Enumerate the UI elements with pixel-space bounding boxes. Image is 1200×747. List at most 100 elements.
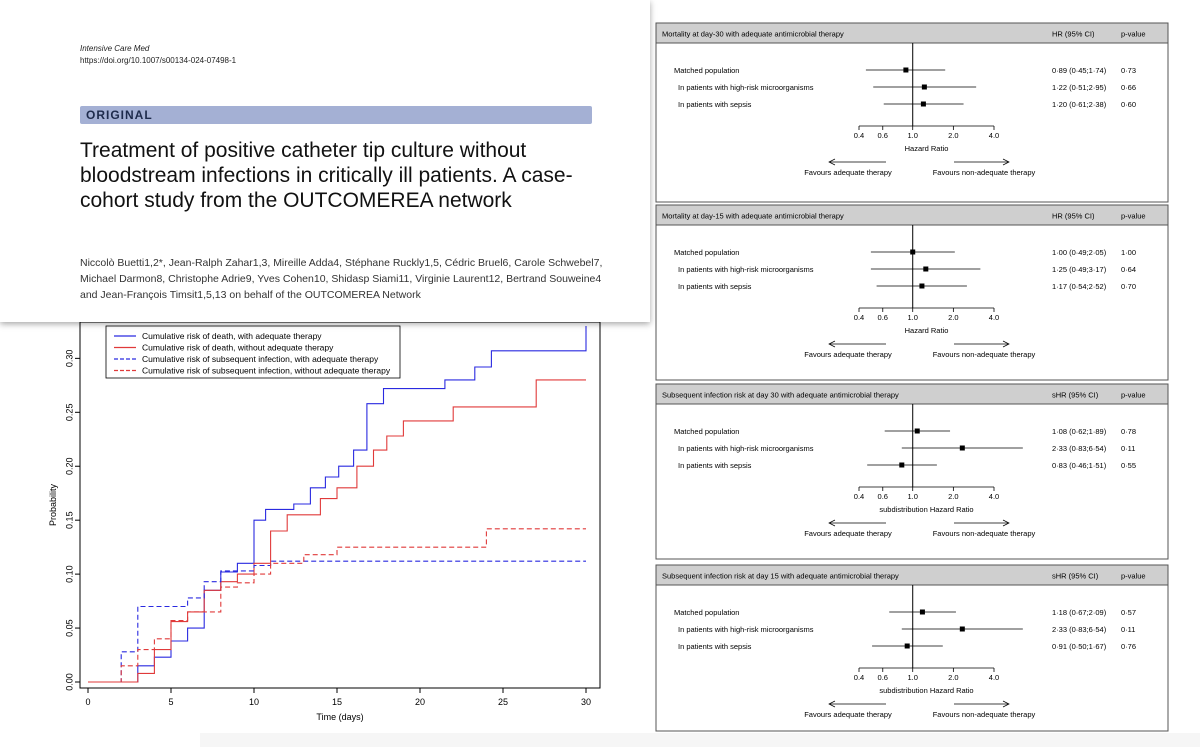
x-tick-label: 1.0 <box>908 492 918 501</box>
point-estimate <box>903 67 909 73</box>
forest-plot-infection-day30: Subsequent infection risk at day 30 with… <box>654 383 1200 561</box>
x-tick-label: 0.6 <box>878 673 888 682</box>
x-axis-label: Time (days) <box>316 712 363 722</box>
legend-box <box>105 325 401 379</box>
row-label: In patients with high-risk microorganism… <box>678 265 814 274</box>
panel-title: Mortality at day-30 with adequate antimi… <box>662 30 844 39</box>
y-tick-label: 0.30 <box>64 350 74 368</box>
right-arrow-label: Favours non-adequate therapy <box>933 529 1036 538</box>
x-tick-label: 20 <box>415 697 425 707</box>
y-tick-label: 0.25 <box>64 404 74 422</box>
series-line-4 <box>88 528 586 683</box>
p-value: 0·76 <box>1121 642 1136 651</box>
forest-plot-mortality-day15: Mortality at day-15 with adequate antimi… <box>654 204 1200 382</box>
panel-header-bar <box>655 204 1169 226</box>
ci-value: 0·91 (0·50;1·67) <box>1052 642 1107 651</box>
point-estimate <box>904 643 910 649</box>
panel-frame <box>655 564 1169 732</box>
y-tick-label: 0.05 <box>64 619 74 637</box>
journal-name: Intensive Care Med <box>80 44 150 53</box>
forest-plot-svg: Mortality at day-15 with adequate antimi… <box>655 204 1169 381</box>
x-tick-label: 1.0 <box>908 313 918 322</box>
author-line-1: Niccolò Buetti1,2*, Jean-Ralph Zahar1,3,… <box>80 257 603 269</box>
y-tick-label: 0.20 <box>64 457 74 475</box>
ci-value: 1·22 (0·51;2·95) <box>1052 83 1107 92</box>
page-bottom-band <box>200 733 1200 747</box>
x-tick-label: 0.6 <box>878 131 888 140</box>
ci-value: 1·25 (0·49;3·17) <box>1052 265 1107 274</box>
forest-plot-svg: Subsequent infection risk at day 30 with… <box>655 383 1169 560</box>
point-estimate <box>919 609 925 615</box>
point-estimate <box>921 84 927 90</box>
x-tick-label: 15 <box>332 697 342 707</box>
ci-value: 2·33 (0·83;6·54) <box>1052 444 1107 453</box>
row-label: In patients with sepsis <box>678 642 752 651</box>
p-value: 0·57 <box>1121 608 1136 617</box>
p-value: 0·66 <box>1121 83 1136 92</box>
x-tick-label: 0.4 <box>854 313 864 322</box>
panel-title: Subsequent infection risk at day 30 with… <box>662 391 899 400</box>
point-estimate <box>959 626 965 632</box>
point-estimate <box>910 249 916 255</box>
x-tick-label: 30 <box>581 697 591 707</box>
left-arrow-head <box>828 340 836 348</box>
x-tick-label: 0.4 <box>854 673 864 682</box>
row-label: In patients with sepsis <box>678 100 752 109</box>
ci-value: 1·00 (0·49;2·05) <box>1052 248 1107 257</box>
left-arrow-head <box>828 158 836 166</box>
panel-title: Mortality at day-15 with adequate antimi… <box>662 212 844 221</box>
point-estimate <box>920 101 926 107</box>
p-value-column-header: p-value <box>1121 30 1146 39</box>
x-tick-label: 0.4 <box>854 492 864 501</box>
row-label: In patients with high-risk microorganism… <box>678 444 814 453</box>
x-tick-label: 5 <box>168 697 173 707</box>
x-tick-label: 4.0 <box>989 131 999 140</box>
x-tick-label: 1.0 <box>908 673 918 682</box>
x-tick-label: 4.0 <box>989 673 999 682</box>
author-line-3: and Jean-François Timsit1,5,13 on behalf… <box>80 289 421 301</box>
panel-frame <box>655 383 1169 560</box>
x-tick-label: 4.0 <box>989 313 999 322</box>
panel-frame <box>655 204 1169 381</box>
forest-plot-infection-day15: Subsequent infection risk at day 15 with… <box>654 564 1200 733</box>
stat-column-header: sHR (95% CI) <box>1052 572 1099 581</box>
ci-value: 1·08 (0·62;1·89) <box>1052 427 1107 436</box>
point-estimate <box>919 283 925 289</box>
row-label: In patients with sepsis <box>678 282 752 291</box>
point-estimate <box>914 428 920 434</box>
left-arrow-head <box>828 700 836 708</box>
x-axis-label: subdistribution Hazard Ratio <box>879 686 973 695</box>
x-tick-label: 0.6 <box>878 492 888 501</box>
p-value-column-header: p-value <box>1121 212 1146 221</box>
p-value: 0·60 <box>1121 100 1136 109</box>
x-axis-label: Hazard Ratio <box>905 144 949 153</box>
left-arrow-label: Favours adequate therapy <box>804 529 892 538</box>
right-arrow-head <box>1002 700 1010 708</box>
row-label: Matched population <box>674 608 739 617</box>
y-tick-label: 0.00 <box>64 673 74 691</box>
series-line-3 <box>88 560 586 683</box>
panel-frame <box>655 22 1169 203</box>
p-value-column-header: p-value <box>1121 391 1146 400</box>
row-label: Matched population <box>674 427 739 436</box>
x-axis-label: subdistribution Hazard Ratio <box>879 505 973 514</box>
x-tick-label: 2.0 <box>948 313 958 322</box>
stat-column-header: HR (95% CI) <box>1052 30 1095 39</box>
x-tick-label: 10 <box>249 697 259 707</box>
section-label: ORIGINAL <box>86 108 153 122</box>
doi-link[interactable]: https://doi.org/10.1007/s00134-024-07498… <box>80 56 237 65</box>
right-arrow-label: Favours non-adequate therapy <box>933 350 1036 359</box>
left-arrow-label: Favours adequate therapy <box>804 168 892 177</box>
stat-column-header: HR (95% CI) <box>1052 212 1095 221</box>
row-label: In patients with high-risk microorganism… <box>678 83 814 92</box>
section-banner: ORIGINAL <box>80 106 592 124</box>
x-axis-label: Hazard Ratio <box>905 326 949 335</box>
series-line-1 <box>88 326 587 683</box>
x-tick-label: 25 <box>498 697 508 707</box>
p-value: 1·00 <box>1121 248 1136 257</box>
p-value: 0·55 <box>1121 461 1136 470</box>
row-label: In patients with sepsis <box>678 461 752 470</box>
ci-value: 1·20 (0·61;2·38) <box>1052 100 1107 109</box>
author-line-2: Michael Darmon8, Christophe Adrie9, Yves… <box>80 273 602 285</box>
x-tick-label: 2.0 <box>948 673 958 682</box>
